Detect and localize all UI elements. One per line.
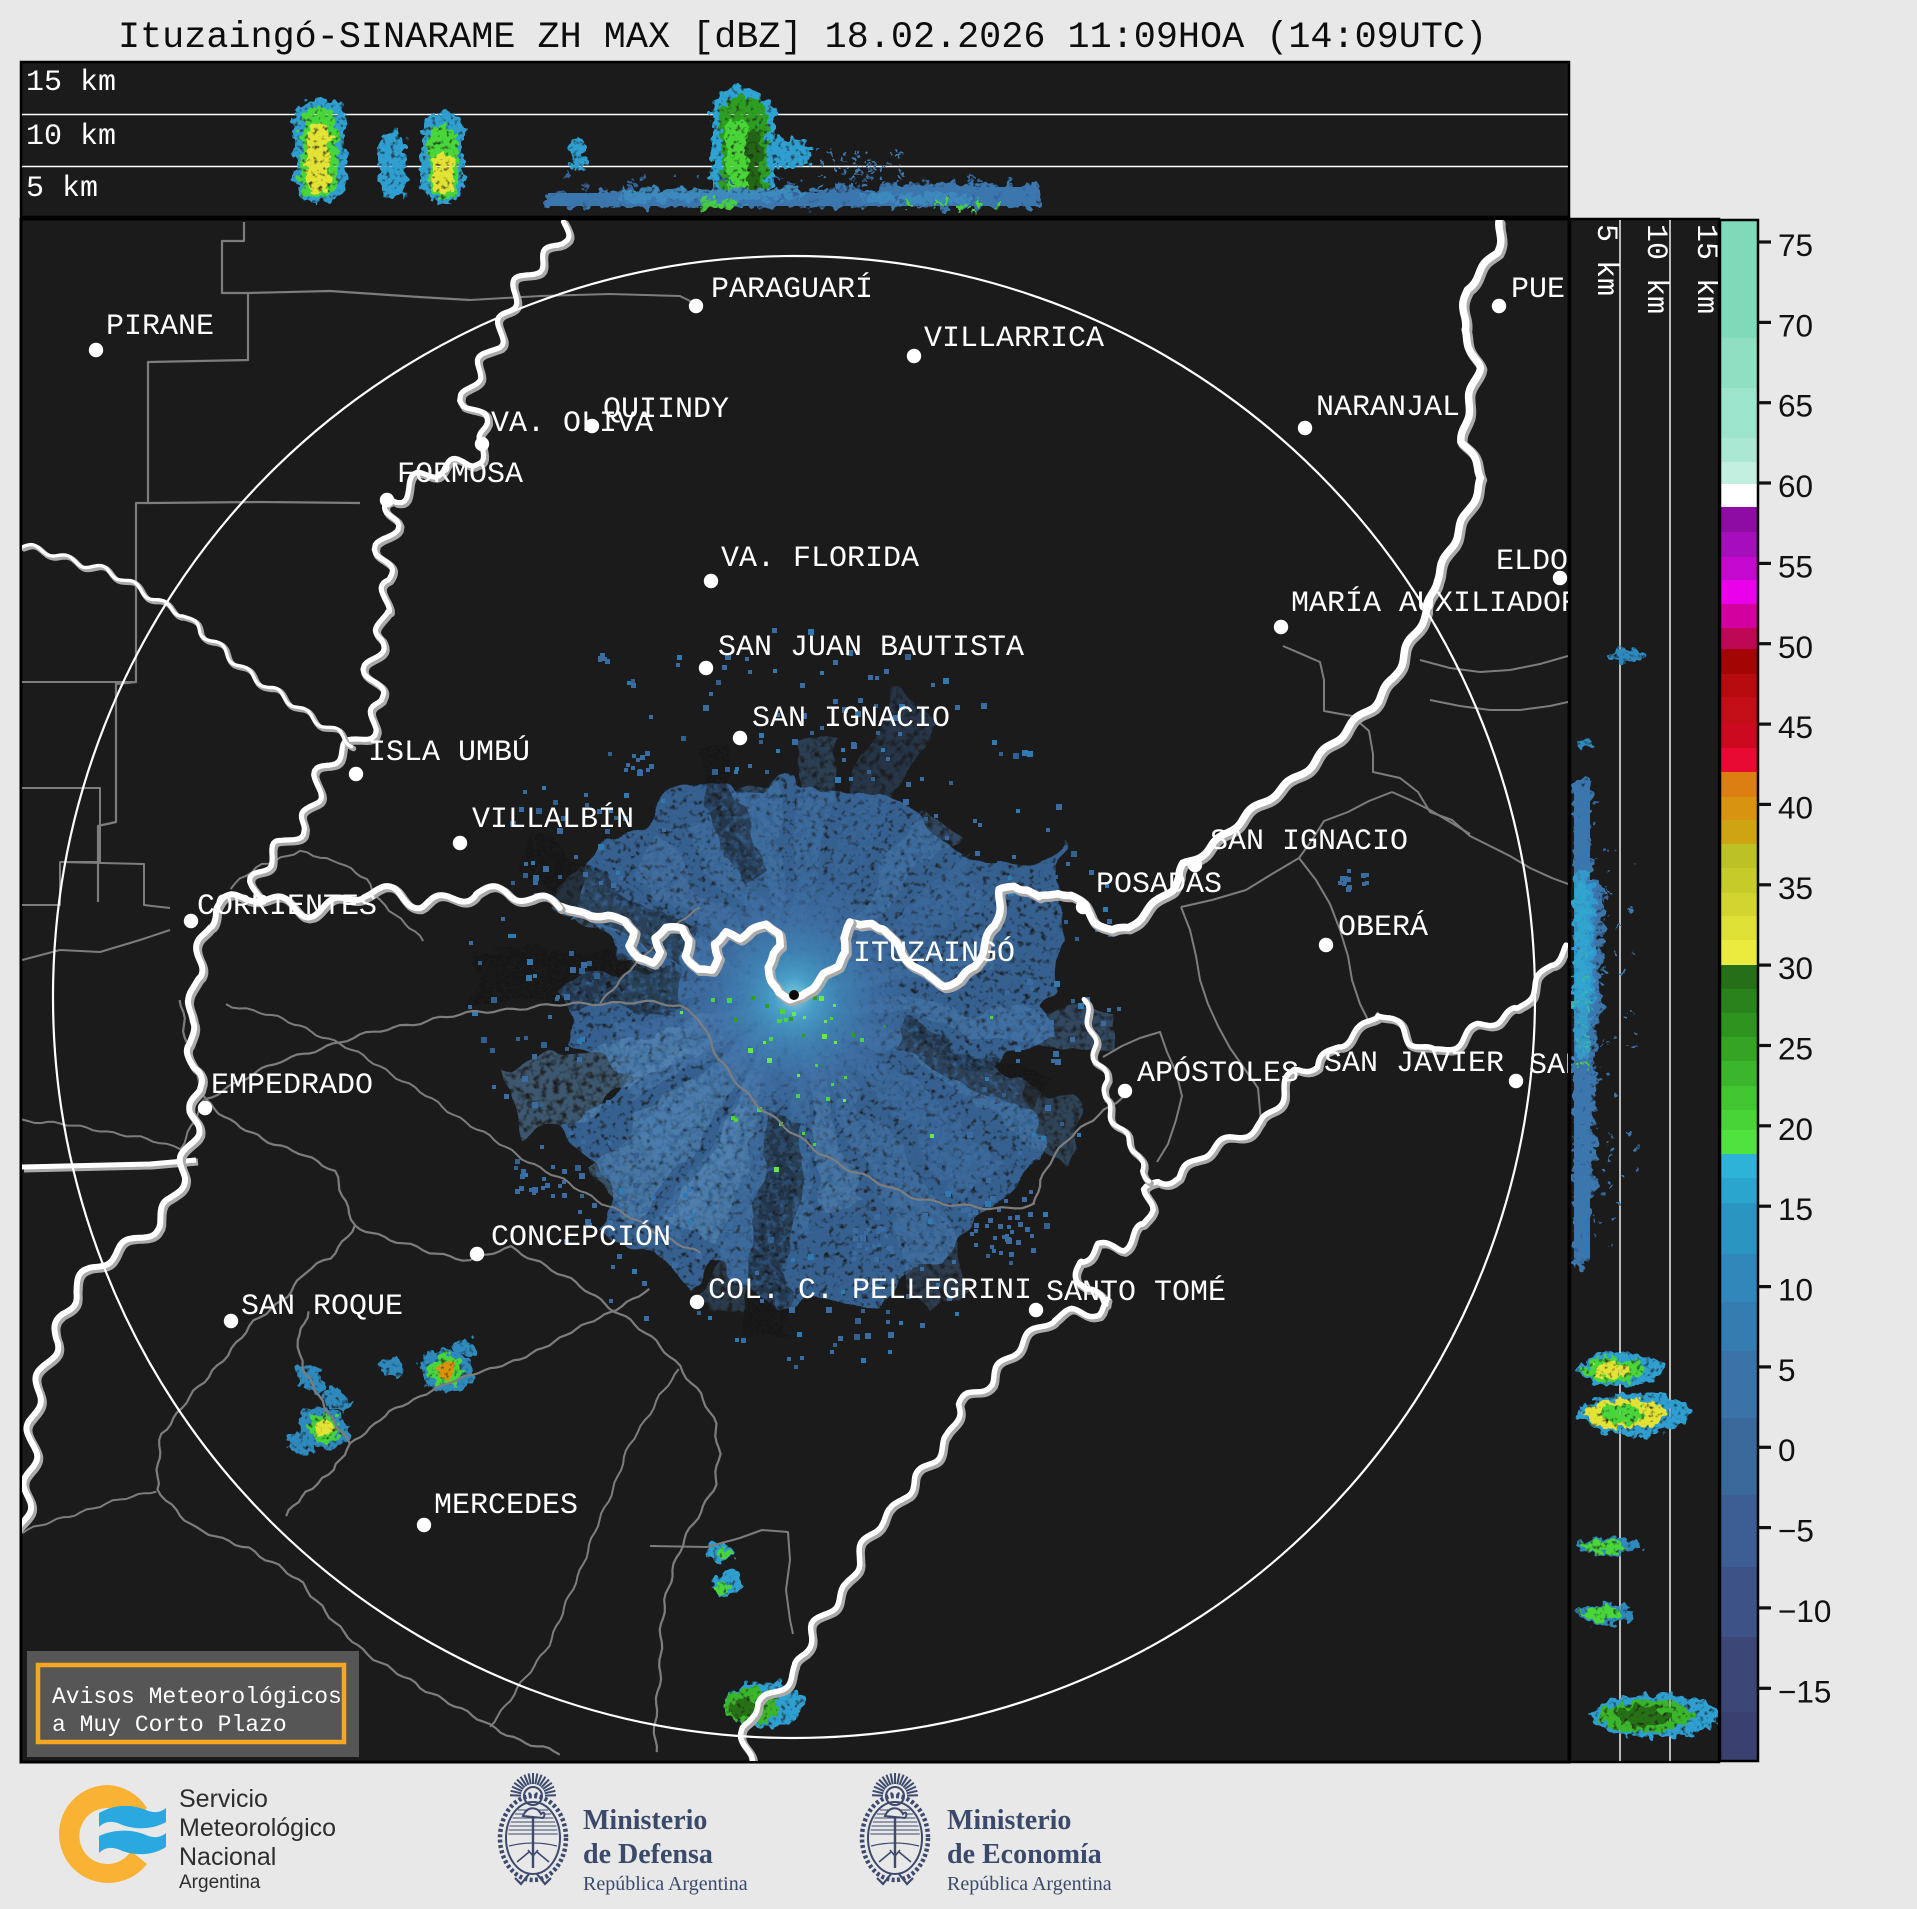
svg-text:5 km: 5 km [1588, 224, 1622, 296]
svg-text:70: 70 [1778, 307, 1813, 343]
svg-text:OBERÁ: OBERÁ [1338, 910, 1428, 945]
svg-text:FORMOSA: FORMOSA [397, 458, 523, 492]
svg-text:MERCEDES: MERCEDES [434, 1489, 578, 1523]
svg-text:5 km: 5 km [26, 172, 98, 206]
svg-text:EMPEDRADO: EMPEDRADO [211, 1069, 373, 1103]
svg-text:CORRIENTES: CORRIENTES [197, 890, 377, 924]
svg-text:ITUZAINGÓ: ITUZAINGÓ [853, 936, 1015, 971]
svg-text:de Defensa: de Defensa [583, 1839, 713, 1870]
svg-text:55: 55 [1778, 548, 1813, 584]
svg-text:45: 45 [1778, 709, 1813, 745]
svg-text:COL. C. PELLEGRINI: COL. C. PELLEGRINI [708, 1274, 1032, 1308]
svg-text:0: 0 [1778, 1432, 1796, 1468]
svg-text:ELDOR: ELDOR [1496, 545, 1586, 579]
svg-text:10 km: 10 km [1638, 224, 1672, 314]
svg-text:15 km: 15 km [1688, 224, 1722, 314]
svg-text:República Argentina: República Argentina [583, 1873, 748, 1895]
svg-text:VILLALBÍN: VILLALBÍN [472, 802, 634, 837]
svg-text:Meteorológico: Meteorológico [179, 1814, 336, 1842]
svg-text:PARAGUARÍ: PARAGUARÍ [711, 272, 873, 307]
svg-text:40: 40 [1778, 789, 1813, 825]
svg-text:Ministerio: Ministerio [583, 1805, 707, 1836]
svg-text:5: 5 [1778, 1352, 1796, 1388]
svg-text:Servicio: Servicio [179, 1785, 268, 1813]
svg-text:ISLA UMBÚ: ISLA UMBÚ [368, 735, 530, 770]
svg-text:VA. FLORIDA: VA. FLORIDA [721, 542, 919, 576]
svg-text:50: 50 [1778, 629, 1813, 665]
svg-text:15: 15 [1778, 1191, 1813, 1227]
svg-text:Ministerio: Ministerio [947, 1805, 1071, 1836]
svg-text:NARANJAL: NARANJAL [1316, 391, 1460, 425]
svg-text:15 km: 15 km [26, 66, 116, 100]
svg-text:de Economía: de Economía [947, 1839, 1102, 1870]
svg-text:VA. OLIVA: VA. OLIVA [491, 407, 653, 441]
svg-text:35: 35 [1778, 870, 1813, 906]
svg-text:SAN JAVIER: SAN JAVIER [1324, 1047, 1504, 1081]
svg-text:Avisos Meteorológicos: Avisos Meteorológicos [52, 1684, 342, 1710]
svg-text:a Muy Corto Plazo: a Muy Corto Plazo [52, 1712, 287, 1738]
svg-text:POSADAS: POSADAS [1096, 868, 1222, 902]
svg-text:VILLARRICA: VILLARRICA [924, 322, 1104, 356]
svg-text:30: 30 [1778, 950, 1813, 986]
svg-text:−10: −10 [1778, 1593, 1831, 1629]
svg-text:SAN IGNACIO: SAN IGNACIO [752, 702, 950, 736]
svg-text:75: 75 [1778, 227, 1813, 263]
svg-text:−15: −15 [1778, 1673, 1831, 1709]
svg-text:Ituzaingó-SINARAME ZH MAX [dBZ: Ituzaingó-SINARAME ZH MAX [dBZ] 18.02.20… [118, 17, 1487, 59]
svg-text:65: 65 [1778, 388, 1813, 424]
svg-text:PUEl: PUEl [1511, 273, 1583, 307]
svg-text:Nacional: Nacional [179, 1843, 276, 1871]
svg-text:SAN JUAN BAUTISTA: SAN JUAN BAUTISTA [718, 631, 1024, 665]
svg-text:−5: −5 [1778, 1513, 1814, 1549]
svg-text:10: 10 [1778, 1272, 1813, 1308]
svg-text:SAN IGNACIO: SAN IGNACIO [1210, 825, 1408, 859]
svg-text:60: 60 [1778, 468, 1813, 504]
svg-text:25: 25 [1778, 1031, 1813, 1067]
svg-text:QUIINDY: QUIINDY [603, 393, 729, 427]
svg-text:SAN: SAN [1529, 1049, 1583, 1083]
svg-text:SAN ROQUE: SAN ROQUE [241, 1290, 403, 1324]
svg-text:MARÍA AUXILIADOR: MARÍA AUXILIADOR [1291, 586, 1579, 621]
svg-text:Argentina: Argentina [179, 1872, 261, 1893]
svg-text:SANTO TOMÉ: SANTO TOMÉ [1046, 1275, 1226, 1310]
svg-text:CONCEPCIÓN: CONCEPCIÓN [491, 1220, 671, 1255]
svg-text:PIRANE: PIRANE [106, 310, 214, 344]
svg-text:República Argentina: República Argentina [947, 1873, 1112, 1895]
svg-text:20: 20 [1778, 1111, 1813, 1147]
svg-text:10 km: 10 km [26, 120, 116, 154]
svg-text:APÓSTOLES: APÓSTOLES [1137, 1056, 1299, 1091]
